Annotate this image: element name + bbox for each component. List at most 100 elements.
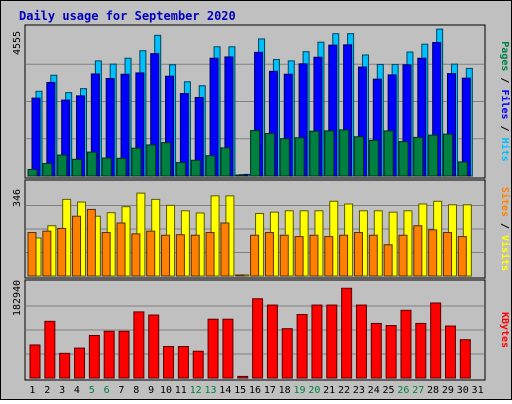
- legend-files: Files: [499, 89, 511, 119]
- bar-kbytes-day-6: [103, 330, 115, 379]
- bar-sites-day-14: [220, 222, 230, 277]
- bar-sites-day-15: [235, 274, 245, 277]
- bar-pages-day-4: [72, 158, 83, 177]
- bar-sites-day-7: [116, 222, 126, 277]
- bar-pages-day-12: [190, 159, 201, 177]
- bar-pages-day-2: [42, 163, 53, 177]
- bar-pages-day-7: [116, 157, 127, 177]
- bar-kbytes-day-27: [415, 322, 427, 379]
- bar-kbytes-day-7: [118, 330, 130, 379]
- bar-kbytes-day-26: [400, 309, 412, 379]
- legend-separator: /: [499, 71, 510, 89]
- bar-pages-day-8: [131, 147, 142, 177]
- bar-pages-day-6: [101, 157, 112, 177]
- bar-pages-day-11: [175, 162, 186, 177]
- x-tick-label-30: 30: [457, 385, 469, 396]
- bar-sites-day-18: [279, 234, 289, 277]
- side-legend-kbytes: KBytes: [499, 312, 510, 348]
- bar-pages-day-24: [368, 139, 379, 177]
- bar-sites-day-22: [339, 234, 349, 277]
- x-tick-label-27: 27: [412, 385, 424, 396]
- bar-sites-day-16: [250, 234, 260, 277]
- x-tick-label-3: 3: [59, 385, 65, 396]
- bar-kbytes-day-25: [385, 325, 397, 379]
- bar-kbytes-day-16: [252, 298, 264, 379]
- bar-sites-day-9: [146, 230, 156, 277]
- bar-kbytes-day-3: [59, 352, 71, 379]
- bar-files-day-1: [31, 97, 41, 177]
- x-tick-label-24: 24: [368, 385, 380, 396]
- bar-sites-day-13: [205, 232, 215, 277]
- y-max-label-kbytes: 182940: [12, 280, 23, 316]
- bar-pages-day-21: [324, 130, 335, 177]
- bar-sites-day-1: [27, 232, 37, 277]
- bar-kbytes-day-22: [341, 287, 353, 379]
- bar-sites-day-28: [428, 229, 438, 277]
- x-tick-label-23: 23: [353, 385, 365, 396]
- bar-pages-day-25: [383, 130, 394, 177]
- x-tick-label-19: 19: [293, 385, 305, 396]
- bar-kbytes-day-5: [88, 334, 100, 379]
- bar-sites-day-10: [161, 234, 171, 277]
- bar-sites-day-5: [86, 208, 96, 277]
- bar-sites-day-20: [309, 234, 319, 277]
- bar-files-day-30: [461, 77, 471, 177]
- bar-pages-day-23: [353, 136, 364, 177]
- panel-kbytes: 182940 KBytes: [12, 279, 510, 381]
- legend-separator: /: [499, 120, 510, 138]
- bar-kbytes-day-2: [44, 320, 56, 379]
- x-tick-label-11: 11: [175, 385, 187, 396]
- x-tick-label-12: 12: [190, 385, 202, 396]
- bar-pages-day-28: [428, 134, 439, 177]
- x-tick-label-28: 28: [427, 385, 439, 396]
- x-tick-label-25: 25: [383, 385, 395, 396]
- x-tick-label-7: 7: [118, 385, 124, 396]
- y-max-label-hits-files-pages: 4555: [12, 31, 23, 55]
- x-tick-label-29: 29: [442, 385, 454, 396]
- x-tick-label-14: 14: [219, 385, 231, 396]
- bar-pages-day-10: [161, 142, 172, 177]
- bar-sites-day-29: [442, 232, 452, 277]
- bar-pages-day-26: [398, 141, 409, 177]
- bar-sites-day-25: [383, 244, 393, 277]
- bar-kbytes-day-9: [148, 314, 160, 379]
- bar-sites-day-11: [175, 234, 185, 277]
- bar-sites-day-6: [101, 232, 111, 277]
- legend-kbytes: KBytes: [499, 312, 510, 348]
- bar-sites-day-12: [190, 234, 200, 277]
- x-tick-label-16: 16: [249, 385, 261, 396]
- bar-sites-day-17: [264, 232, 274, 277]
- bar-pages-day-17: [264, 132, 275, 177]
- legend-separator: /: [499, 217, 510, 235]
- bar-pages-day-19: [294, 137, 305, 177]
- bar-sites-day-30: [457, 236, 467, 277]
- bar-kbytes-day-14: [222, 318, 234, 379]
- x-tick-label-15: 15: [234, 385, 246, 396]
- bar-visits-day-25: [388, 211, 398, 277]
- bar-pages-day-20: [309, 130, 320, 177]
- bar-pages-day-29: [442, 133, 453, 177]
- x-tick-label-18: 18: [279, 385, 291, 396]
- bar-pages-day-1: [27, 168, 38, 177]
- bar-sites-day-26: [398, 234, 408, 277]
- x-tick-label-9: 9: [148, 385, 154, 396]
- chart-title: Daily usage for September 2020: [19, 9, 236, 23]
- panel-hits-files-pages: 4555 Pages / Files / Hits: [12, 24, 511, 179]
- bar-kbytes-day-28: [430, 302, 442, 379]
- bar-pages-day-16: [250, 130, 261, 177]
- side-legend-visits-sites: Sites / Visits: [499, 187, 511, 271]
- bar-sites-day-23: [353, 232, 363, 277]
- bar-sites-day-27: [413, 225, 423, 277]
- legend-sites: Sites: [499, 187, 511, 217]
- bar-pages-day-22: [339, 129, 350, 177]
- bar-kbytes-day-15: [237, 375, 249, 379]
- bar-pages-day-3: [57, 154, 68, 177]
- bar-pages-day-9: [146, 144, 157, 177]
- legend-visits: Visits: [499, 235, 511, 271]
- x-tick-label-22: 22: [338, 385, 350, 396]
- bar-pages-day-27: [413, 136, 424, 177]
- bar-kbytes-day-18: [281, 328, 293, 379]
- bar-kbytes-day-4: [74, 347, 86, 379]
